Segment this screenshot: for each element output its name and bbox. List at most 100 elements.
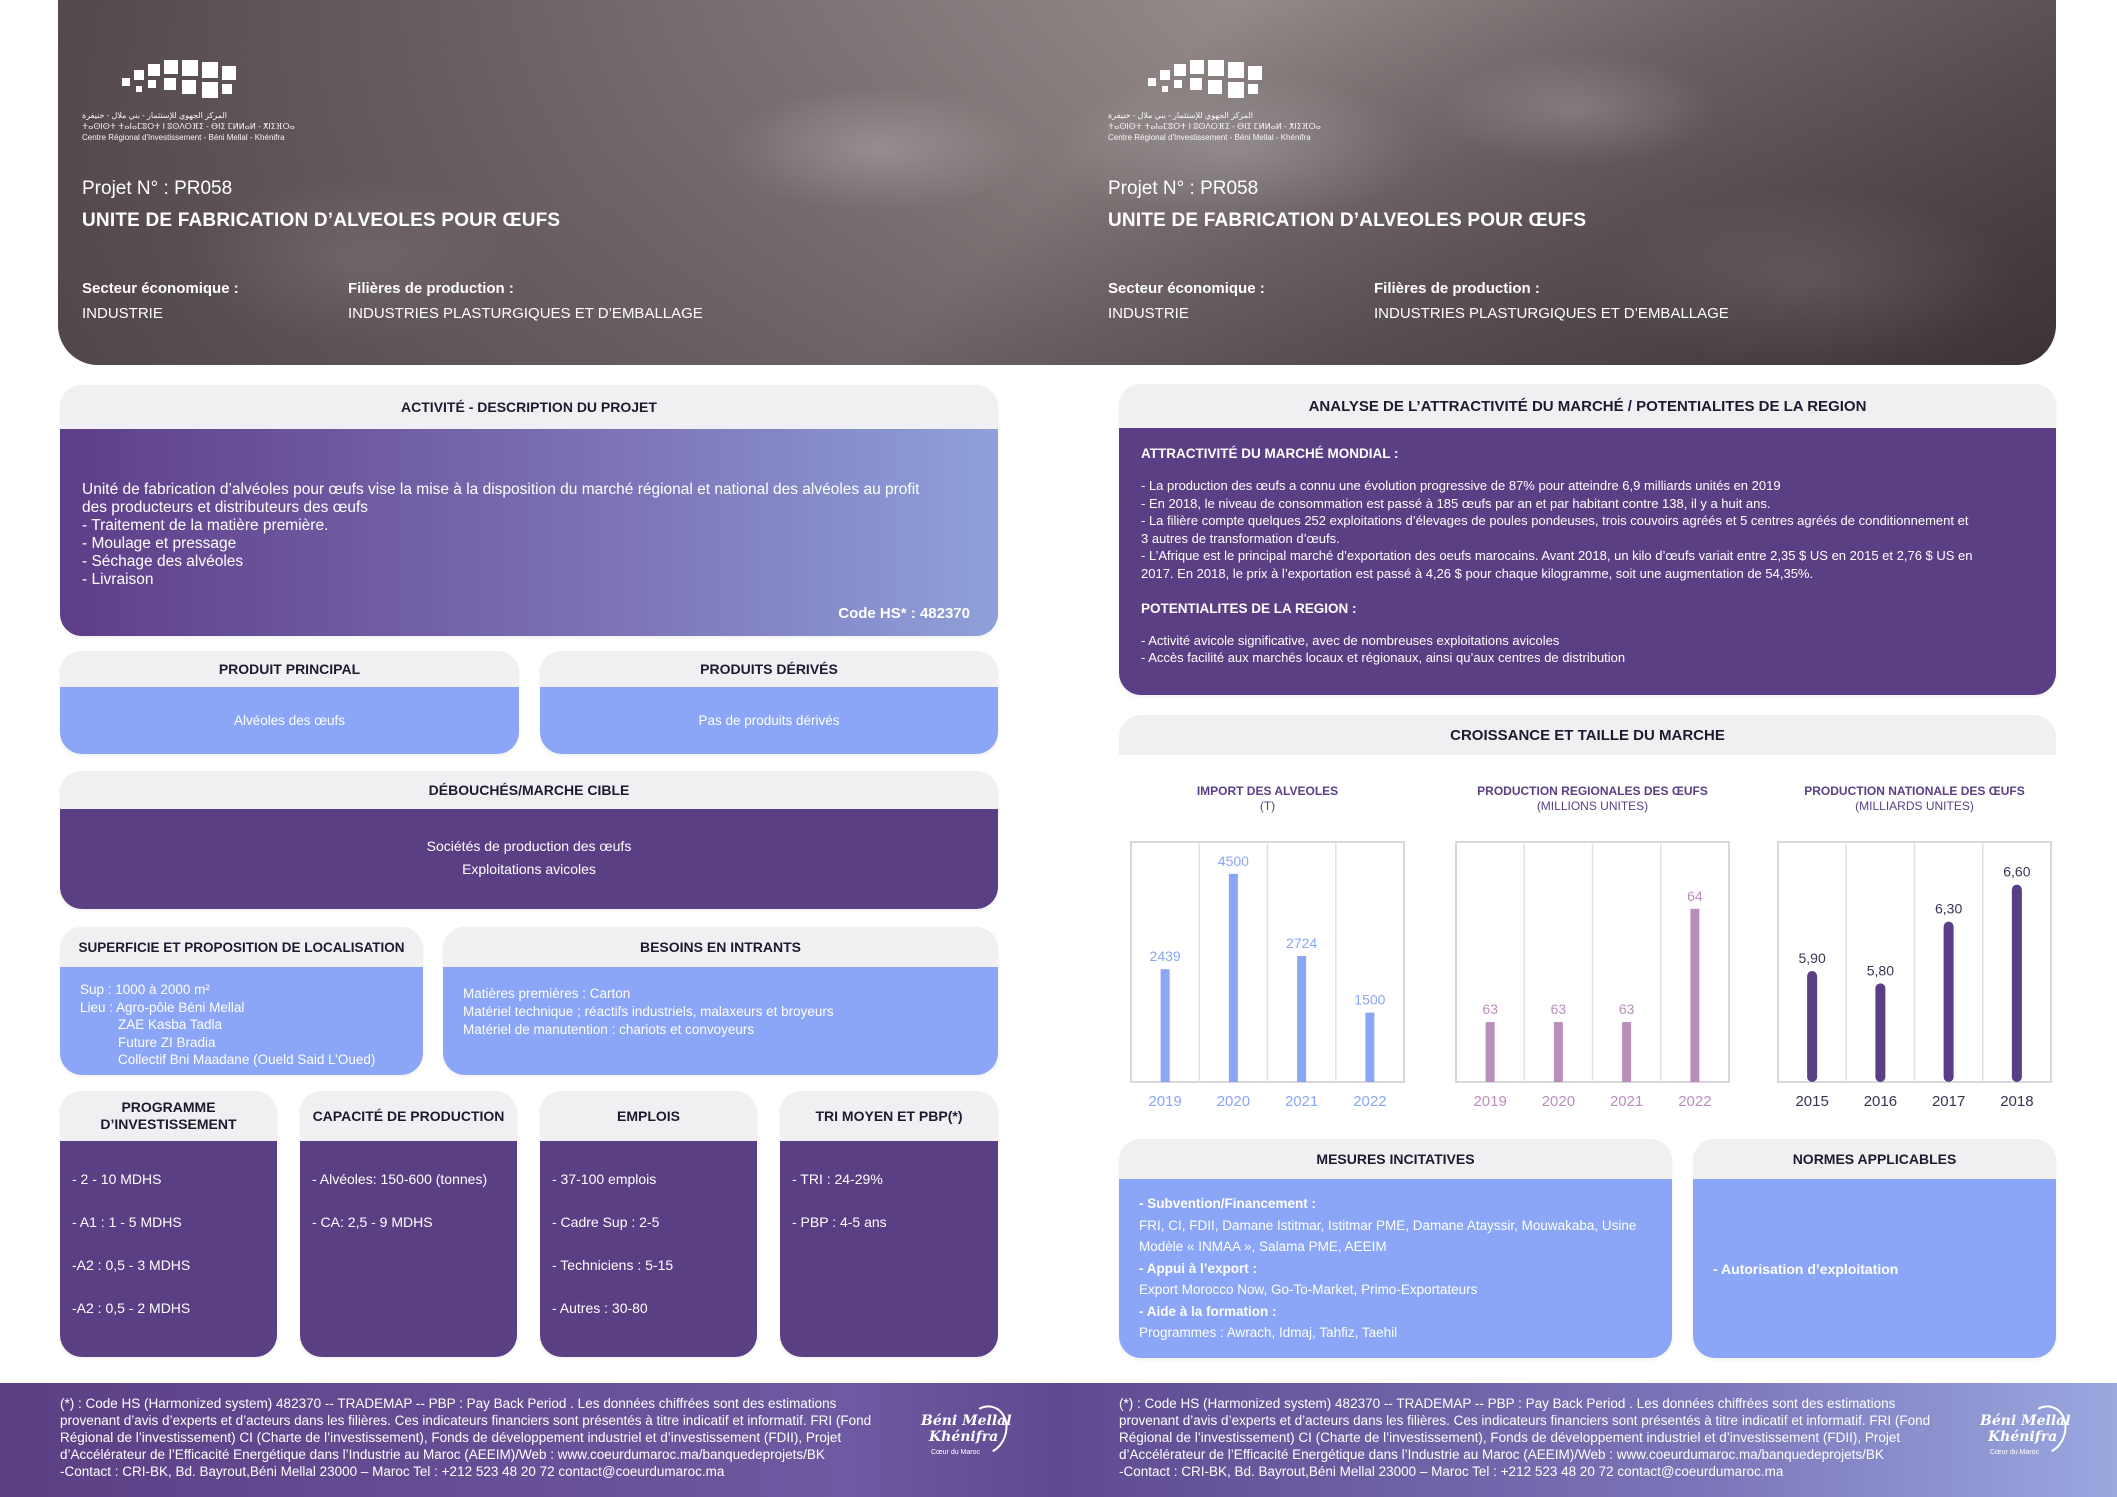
chart-value-label: 1500: [1354, 992, 1385, 1008]
emplois-line: - Autres : 30-80: [552, 1300, 648, 1316]
chart-bar: [1228, 873, 1238, 1082]
intrants-line: Matières premières : Carton: [463, 986, 631, 1001]
debouches-body: Sociétés de production des œufs Exploita…: [60, 809, 998, 909]
programme-line: -A2 : 0,5 - 3 MDHS: [72, 1257, 191, 1273]
chart-bar: [1875, 983, 1886, 1082]
footer-notes: (*) : Code HS (Harmonized system) 482370…: [1119, 1396, 1931, 1479]
region-line: - Activité avicole significative, avec d…: [1141, 632, 1560, 648]
filiere-label: Filières de production :: [1374, 280, 1540, 297]
produits-derives-title: PRODUITS DÉRIVÉS: [540, 651, 998, 687]
chart-tick-label: 2021: [1285, 1093, 1318, 1110]
normes-card: NORMES APPLICABLES - Autorisation d’expl…: [1693, 1139, 2056, 1358]
normes-value: - Autorisation d’exploitation: [1693, 1179, 2056, 1358]
chart-value-label: 2439: [1150, 948, 1181, 964]
chart-tick-label: 2020: [1542, 1093, 1575, 1110]
region-list: - Activité avicole significative, avec d…: [1141, 632, 2056, 667]
mondial-line: - L’Afrique est le principal marché d’ex…: [1141, 548, 1973, 564]
emplois-line: - 37-100 emplois: [552, 1171, 657, 1187]
chart-tick-label: 2016: [1864, 1093, 1897, 1110]
chart-tick-label: 2017: [1932, 1093, 1965, 1110]
superficie-card: SUPERFICIE ET PROPOSITION DE LOCALISATIO…: [60, 927, 423, 1075]
superficie-body: Sup : 1000 à 2000 m² Lieu : Agro-pôle Bé…: [60, 967, 423, 1075]
chart-value-label: 6,30: [1935, 901, 1962, 917]
chart-subtitle: (T): [1259, 799, 1276, 813]
capacite-line: - Alvéoles: 150-600 (tonnes): [312, 1171, 488, 1187]
filiere-label: Filières de production :: [348, 280, 514, 297]
superficie-line: Future ZI Bradia: [118, 1034, 216, 1050]
analyse-title: ANALYSE DE L’ATTRACTIVITÉ DU MARCHÉ / PO…: [1119, 384, 2056, 428]
logo-pixel-icon: [122, 60, 262, 105]
croissance-header: CROISSANCE ET TAILLE DU MARCHE: [1119, 715, 2056, 755]
beni-mellal-logo: Béni Mellal Khénifra Cœur du Maroc: [1974, 1399, 2074, 1465]
activite-line: - Séchage des alvéoles: [82, 553, 244, 570]
chart-value-label: 64: [1687, 888, 1703, 904]
chart-tick-label: 2022: [1353, 1093, 1386, 1110]
chart-tick-label: 2018: [2000, 1093, 2033, 1110]
chart-production-regionale: PRODUCTION REGIONALES DES ŒUFS (MILLIONS…: [1444, 784, 1741, 1114]
capacite-line: - CA: 2,5 - 9 MDHS: [312, 1214, 433, 1230]
region-title: POTENTIALITES DE LA REGION :: [1141, 600, 1357, 616]
analyse-card: ANALYSE DE L’ATTRACTIVITÉ DU MARCHÉ / PO…: [1119, 384, 2056, 695]
mondial-line: - En 2018, le niveau de consommation est…: [1141, 495, 1771, 511]
tri-line: - TRI : 24-29%: [792, 1171, 883, 1187]
cri-logo: المركز الجهوي للإستثمار - بني ملال - خني…: [1108, 60, 1321, 145]
normes-title: NORMES APPLICABLES: [1693, 1139, 2056, 1179]
chart-svg: 63 2019 63 2020 63 2021 64 2022: [1455, 841, 1730, 1110]
tri-line: - PBP : 4-5 ans: [792, 1214, 887, 1230]
debouches-title: DÉBOUCHÉS/MARCHE CIBLE: [60, 771, 998, 809]
produits-derives-value: Pas de produits dérivés: [540, 687, 998, 754]
activite-line: - Traitement de la matière première.: [82, 517, 329, 534]
tri-card: TRI MOYEN ET PBP(*) - TRI : 24-29% - PBP…: [780, 1091, 998, 1357]
logo-pixel-icon: [1148, 60, 1288, 105]
activite-line: Unité de fabrication d’alvéoles pour œuf…: [82, 481, 920, 498]
footer: (*) : Code HS (Harmonized system) 482370…: [0, 1383, 2117, 1497]
chart-value-label: 63: [1482, 1001, 1498, 1017]
formation-title: - Aide à la formation :: [1139, 1303, 1277, 1319]
produits-derives-card: PRODUITS DÉRIVÉS Pas de produits dérivés: [540, 651, 998, 754]
beni-mellal-logo: Béni Mellal Khénifra Cœur du Maroc: [915, 1399, 1015, 1465]
chart-value-label: 5,80: [1867, 962, 1894, 978]
subvention-text: FRI, CI, FDII, Damane Istitmar, Istitmar…: [1139, 1217, 1637, 1233]
mesures-body: - Subvention/Financement : FRI, CI, FDII…: [1119, 1179, 1672, 1358]
logo-caption: المركز الجهوي للإستثمار - بني ملال - خني…: [82, 111, 295, 142]
superficie-line: Sup : 1000 à 2000 m²: [80, 982, 210, 997]
superficie-line: Collectif Bni Maadane (Oueld Said L’Oued…: [118, 1052, 376, 1067]
intrants-card: BESOINS EN INTRANTS Matières premières :…: [443, 927, 998, 1075]
chart-title: PRODUCTION NATIONALE DES ŒUFS: [1804, 784, 2025, 798]
chart-title: PRODUCTION REGIONALES DES ŒUFS: [1477, 784, 1708, 798]
formation-text: Programmes : Awrach, Idmaj, Tahfiz, Taeh…: [1139, 1325, 1398, 1340]
chart-tick-label: 2019: [1148, 1093, 1181, 1110]
programme-line: -A2 : 0,5 - 2 MDHS: [72, 1300, 191, 1316]
debouches-card: DÉBOUCHÉS/MARCHE CIBLE Sociétés de produ…: [60, 771, 998, 909]
chart-value-label: 4500: [1218, 853, 1249, 869]
programme-line: - 2 - 10 MDHS: [72, 1171, 162, 1187]
logo-caption: المركز الجهوي للإستثمار - بني ملال - خني…: [1108, 111, 1321, 142]
intrants-line: Matériel de manutention : chariots et co…: [463, 1022, 755, 1037]
emplois-line: - Cadre Sup : 2-5: [552, 1214, 660, 1230]
chart-value-label: 63: [1551, 1001, 1567, 1017]
mondial-line: 2017. En 2018, le prix à l’exportation e…: [1141, 565, 1814, 581]
hero-overlay: [58, 0, 2056, 365]
sector-value: INDUSTRIE: [82, 305, 163, 322]
intrants-title: BESOINS EN INTRANTS: [443, 927, 998, 967]
filiere-value: INDUSTRIES PLASTURGIQUES ET D’EMBALLAGE: [1374, 305, 1729, 322]
mesures-card: MESURES INCITATIVES - Subvention/Finance…: [1119, 1139, 1672, 1358]
activite-line: - Moulage et pressage: [82, 535, 237, 552]
chart-subtitle: (MILLIARDS UNITES): [1855, 799, 1974, 813]
mondial-line: - La filière compte quelques 252 exploit…: [1141, 513, 1969, 529]
sector-label: Secteur économique :: [82, 280, 239, 297]
chart-bar: [1485, 1022, 1495, 1082]
chart-bar: [1160, 969, 1170, 1082]
chart-bar: [1553, 1022, 1563, 1082]
produit-principal-card: PRODUIT PRINCIPAL Alvéoles des œufs: [60, 651, 519, 754]
region-line: - Accès facilité aux marchés locaux et r…: [1141, 650, 1626, 666]
activite-line: des producteurs et distributeurs des œuf…: [82, 499, 369, 516]
capacite-card: CAPACITÉ DE PRODUCTION - Alvéoles: 150-6…: [300, 1091, 517, 1357]
code-hs: Code HS* : 482370: [838, 605, 970, 622]
programme-line: - A1 : 1 - 5 MDHS: [72, 1214, 182, 1230]
chart-bar: [1807, 971, 1818, 1082]
chart-value-label: 5,90: [1799, 950, 1826, 966]
chart-tick-label: 2019: [1473, 1093, 1506, 1110]
mesures-title: MESURES INCITATIVES: [1119, 1139, 1672, 1179]
chart-subtitle: (MILLIONS UNITES): [1536, 799, 1649, 813]
